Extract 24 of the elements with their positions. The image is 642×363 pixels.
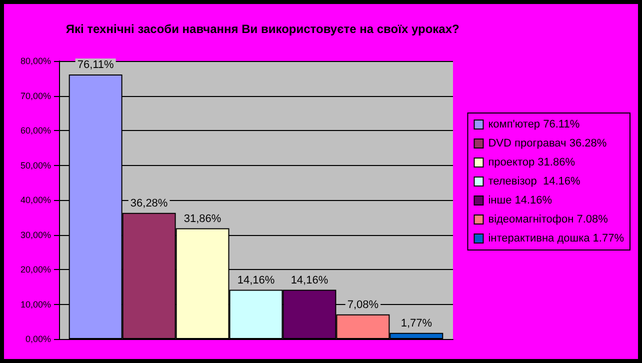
data-label: 7,08% xyxy=(347,298,379,311)
data-label: 14,16% xyxy=(290,274,328,286)
legend-label: інтерактивна дошка 1.77% xyxy=(488,232,624,244)
legend-label: інше 14.16% xyxy=(488,194,552,206)
y-tick-label: 50,00% xyxy=(20,160,51,170)
y-tick-label: 60,00% xyxy=(20,126,51,136)
y-tick-label: 70,00% xyxy=(20,90,51,101)
y-tick-label: 80,00% xyxy=(20,56,51,66)
legend-label: телевізор 14.16% xyxy=(488,176,581,188)
chart-title: Які технічні засоби навчання Ви використовуєте на своїх уроках? xyxy=(66,22,460,36)
data-label: 31,86% xyxy=(184,212,222,225)
data-label: 14,16% xyxy=(237,274,275,286)
data-label: 1,77% xyxy=(400,317,432,330)
legend-label: відеомагнітофон 7.08% xyxy=(488,214,608,226)
y-tick-label: 20,00% xyxy=(20,264,51,274)
y-tick-label: 30,00% xyxy=(20,230,51,240)
legend-label: DVD програвач 36.28% xyxy=(488,138,607,150)
y-tick-label: 10,00% xyxy=(20,299,51,310)
y-tick-label: 0,00% xyxy=(25,334,51,344)
legend-label: комп'ютер 76.11% xyxy=(488,118,580,130)
legend-label: проектор 31.86% xyxy=(488,156,576,168)
y-tick-label: 40,00% xyxy=(20,195,51,205)
data-label: 36,28% xyxy=(130,197,168,210)
data-label: 76,11% xyxy=(77,59,114,72)
